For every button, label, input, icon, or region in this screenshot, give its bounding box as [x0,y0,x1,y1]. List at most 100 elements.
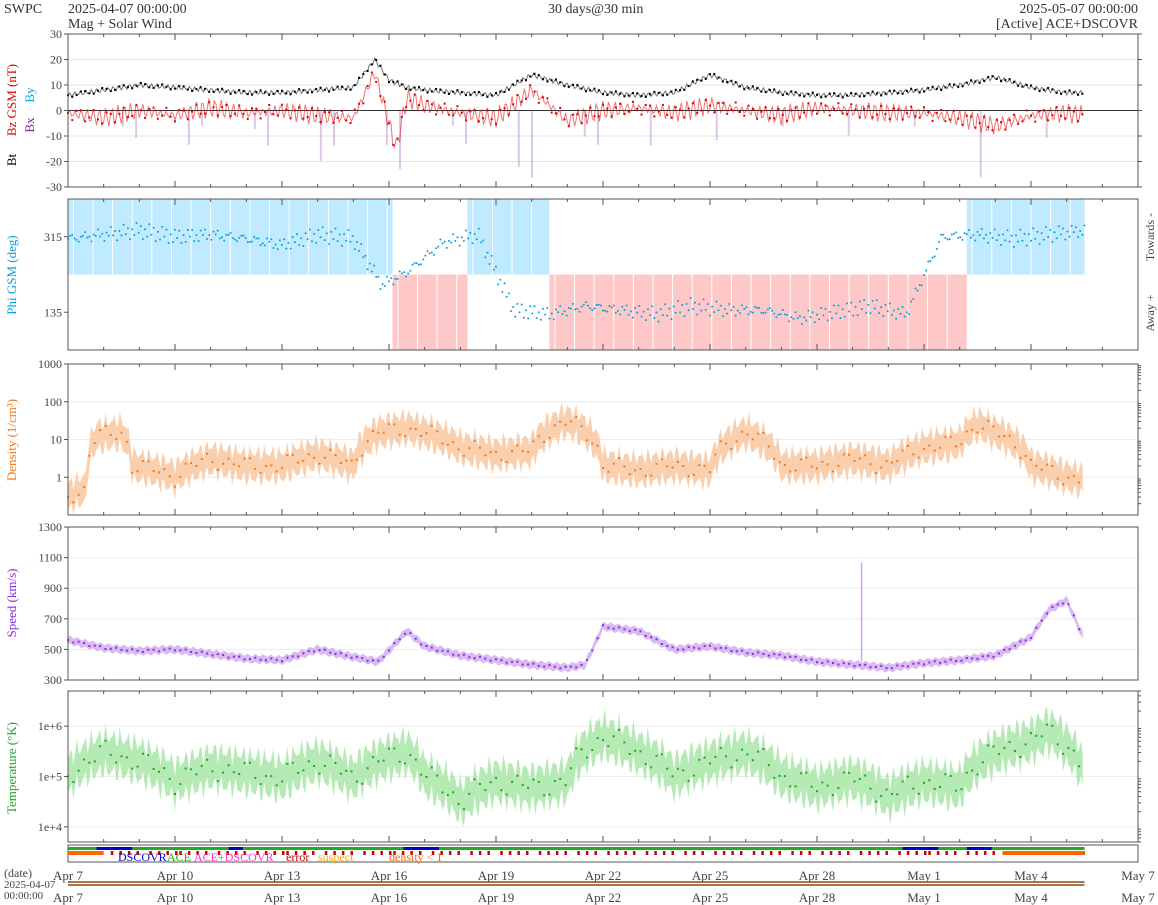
mag-point [109,112,112,115]
phi-point [912,298,915,301]
phi-point [137,231,140,234]
error-mark [898,851,901,855]
mag-point [743,114,746,117]
mag-point [1042,88,1045,91]
data-point [543,794,546,797]
mag-point [405,106,408,109]
data-point [559,420,562,423]
mag-point [837,94,840,97]
phi-point [274,243,277,246]
mag-point [439,106,442,109]
phi-point [835,312,838,315]
x-tick-label-top: May 7 [1121,868,1155,883]
y-tick-label: 1100 [38,551,62,565]
mag-point [375,80,378,83]
data-point [232,463,235,466]
phi-point [967,229,970,232]
data-point [286,656,289,659]
x-tick-label-top: Apr 13 [264,868,300,883]
data-point [270,657,273,660]
phi-point [937,240,940,243]
error-mark [389,851,392,855]
mag-point [709,73,711,76]
data-point [981,761,984,764]
phi-point [116,239,119,242]
data-point [131,767,134,770]
data-point [248,457,251,460]
error-mark [547,851,550,855]
mag-point [991,75,994,78]
mag-point [978,122,981,125]
mag-point [165,85,168,88]
towards-sector [467,199,550,275]
phi-point [993,228,996,231]
phi-point [963,232,966,235]
phi-point [839,317,842,320]
phi-point [501,290,504,293]
mag-point [640,113,643,116]
phi-point [520,303,523,306]
dscovr-bar [403,847,439,850]
mag-point [503,90,506,93]
data-point [195,464,198,467]
phi-point [231,237,234,240]
phi-point [681,304,684,307]
mag-point [935,111,938,114]
phi-point [295,233,298,236]
data-point [762,652,765,655]
phi-point [805,319,808,322]
data-point [478,446,481,449]
data-point [361,657,364,660]
error-mark [808,851,811,855]
phi-point [734,314,737,317]
error-mark [966,851,970,855]
mag-point [417,86,420,89]
data-point [864,454,867,457]
mag-point [1000,80,1003,83]
phi-point [193,240,196,243]
mag-point [281,89,283,92]
x-tick-label-bottom: Apr 19 [478,890,514,905]
data-point [580,425,583,428]
data-point [634,628,637,631]
mag-point [1012,113,1015,116]
mag-point [910,105,913,108]
error-mark [457,851,460,855]
data-point [329,448,332,451]
mag-point [306,116,309,119]
phi-point [135,221,138,224]
data-point [548,436,551,439]
data-point [313,765,316,768]
mag-point [362,102,365,105]
phi-point [255,237,258,240]
data-point [259,471,262,474]
phi-point [268,240,271,243]
data-point [1040,468,1043,471]
phi-point [1055,237,1058,240]
phi-point [803,316,806,319]
data-point [275,658,278,661]
phi-point [317,228,320,231]
data-point [174,793,176,796]
mag-point [520,100,523,103]
phi-point [927,260,930,263]
phi-point [625,304,628,307]
phi-point [683,315,686,318]
phi-point [186,228,189,231]
mag-point [961,123,964,126]
mag-point [340,85,343,88]
data-point [393,747,396,750]
data-point [200,457,203,460]
mag-point [400,83,403,86]
data-point [125,649,128,652]
phi-point [484,256,487,259]
data-point [858,664,861,667]
phi-axis-label: Phi GSM (deg) [4,235,19,314]
error-mark [418,851,422,855]
data-point [1062,752,1065,755]
data-point [810,465,813,468]
data-point [420,773,423,776]
data-point [612,462,615,465]
phi-point [281,244,283,247]
mag-point [71,95,74,98]
